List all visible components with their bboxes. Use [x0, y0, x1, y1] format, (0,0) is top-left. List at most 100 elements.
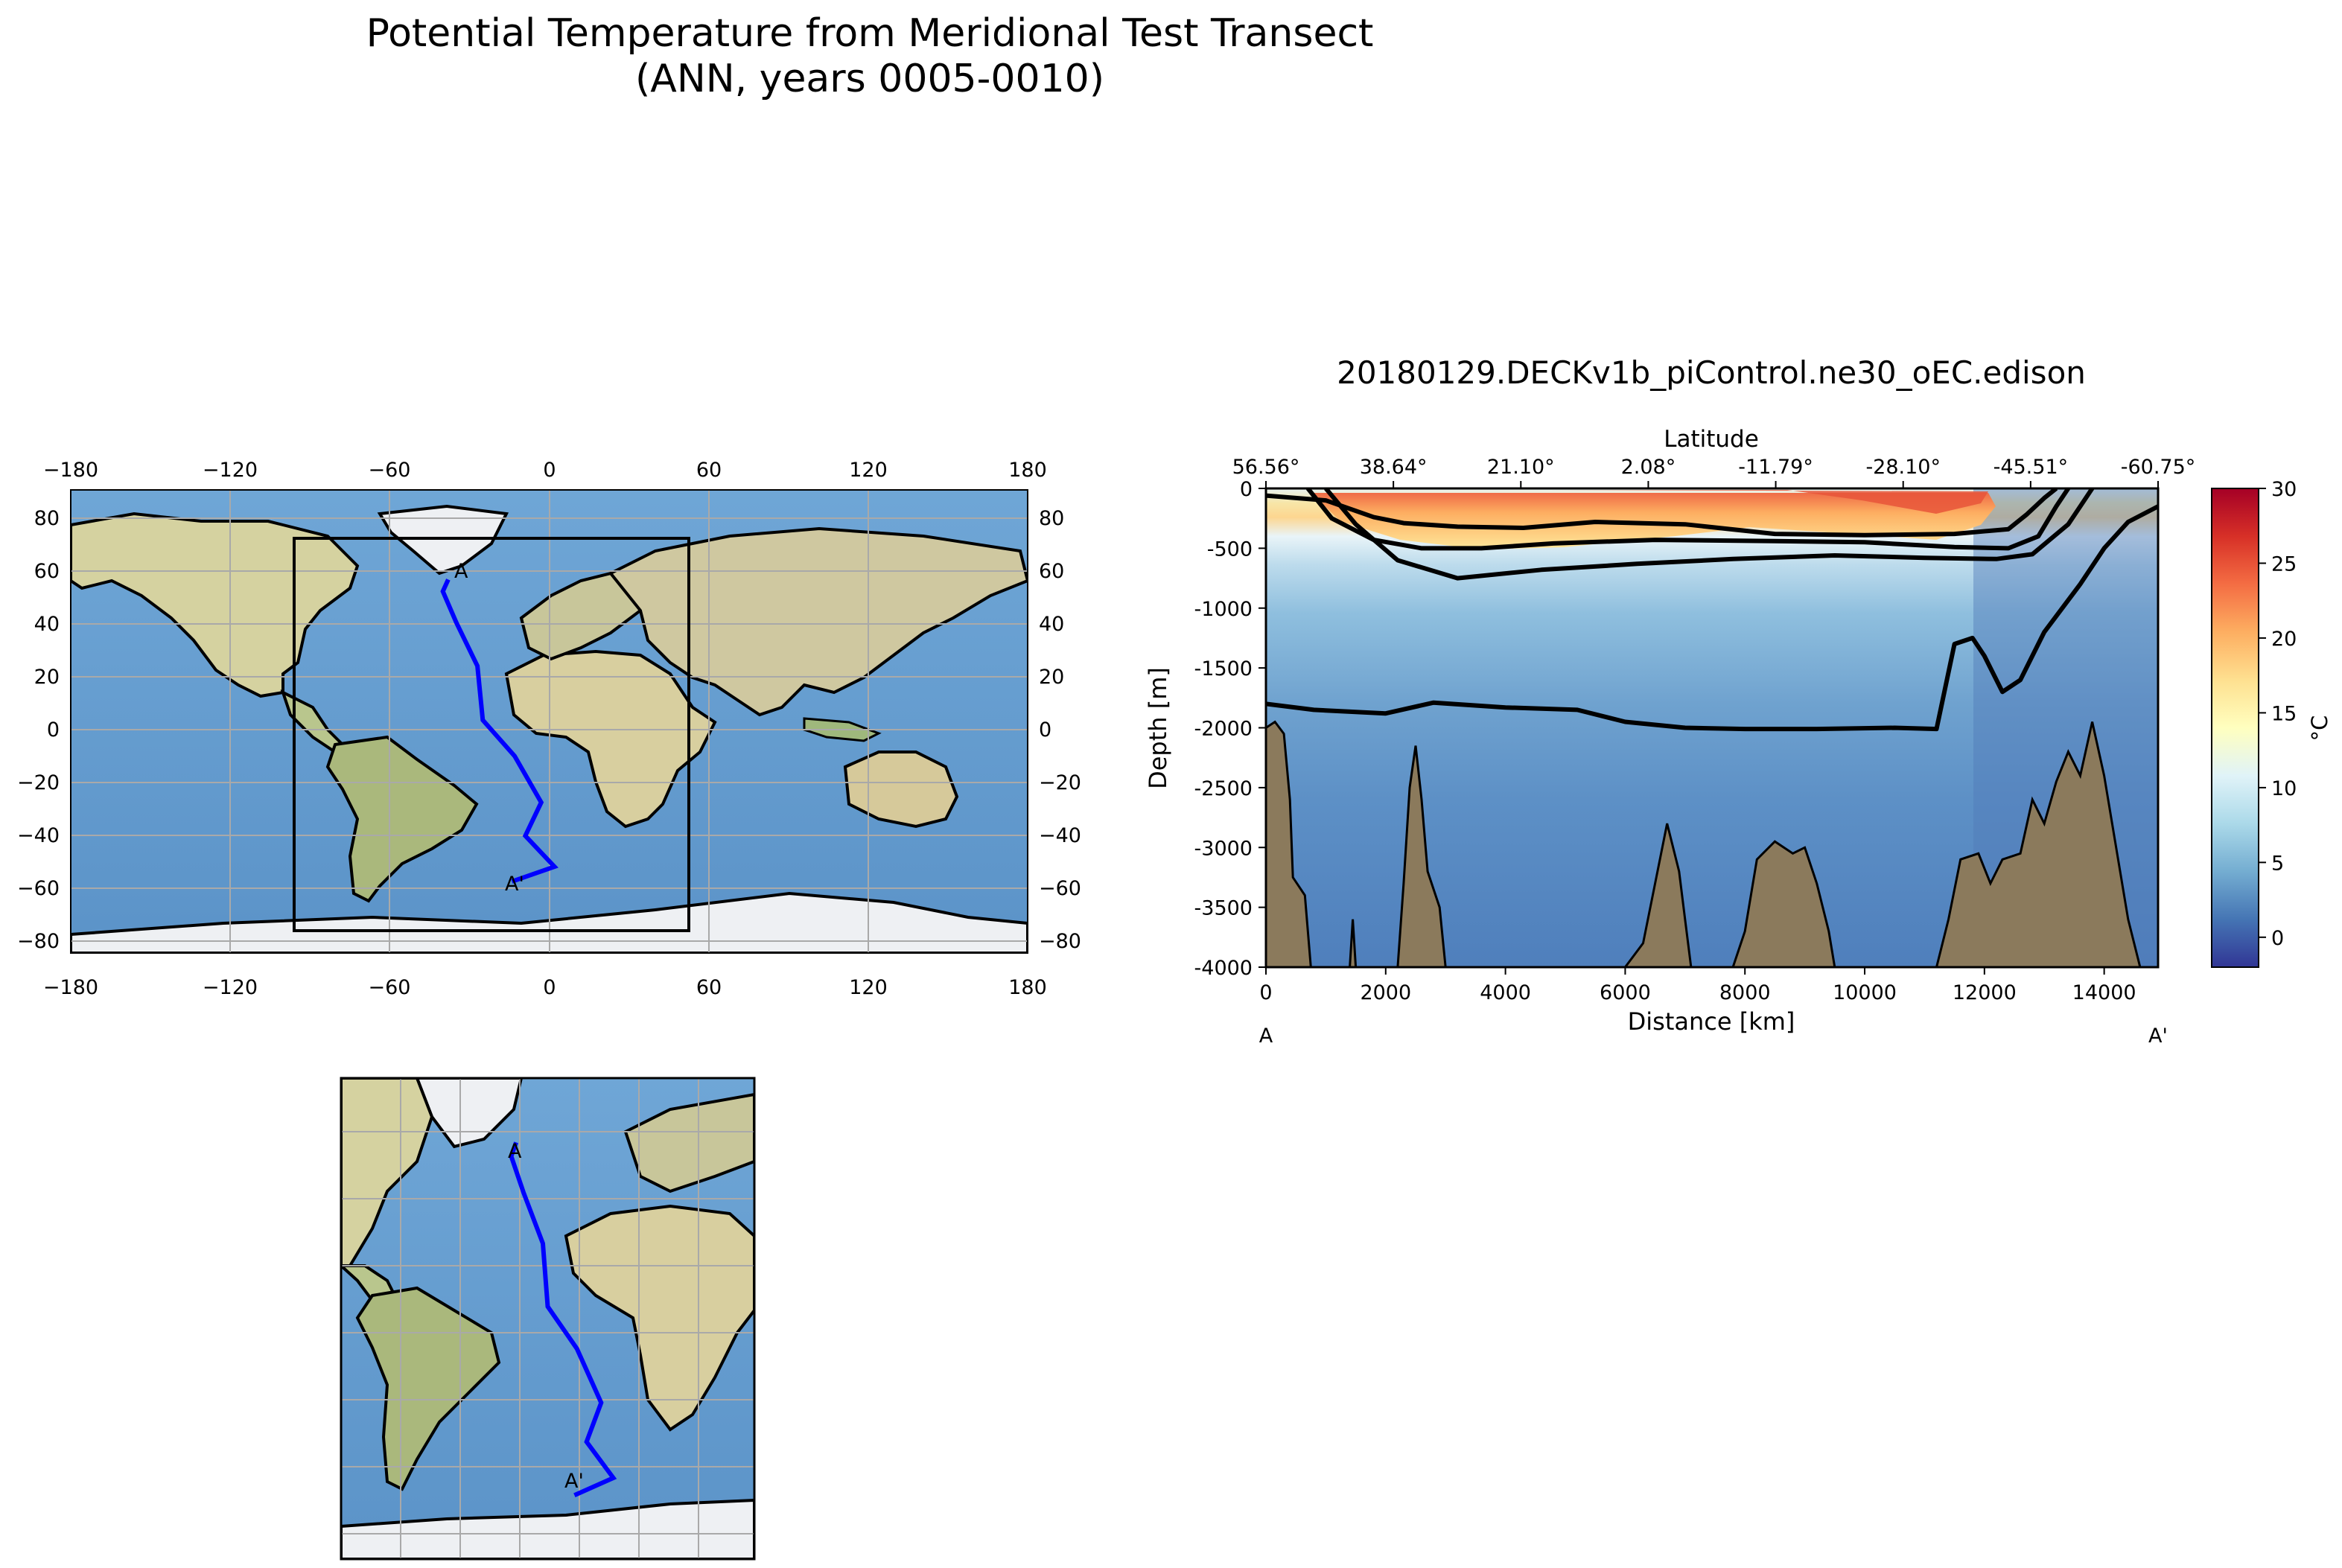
transect-line — [440, 579, 559, 884]
lon-tick-bottom: 120 — [849, 976, 888, 999]
map-frame — [70, 489, 1028, 954]
inset-south-america — [355, 1286, 501, 1491]
depth-ticks: 0 -500 -1000 -1500 -2000 -2500 -3000 -3500 -4000 — [1194, 478, 1266, 980]
colorbar — [2211, 488, 2259, 968]
lon-tick-top: 180 — [1008, 459, 1047, 482]
y-tick-label: 0 — [1240, 478, 1253, 501]
x-tick-label: 4000 — [1480, 981, 1531, 1004]
map-gridlines — [71, 490, 1028, 953]
y-tick-label: -2500 — [1194, 777, 1253, 800]
region-box — [293, 537, 690, 932]
lon-ticks: −180 −120 −60 0 60 120 180 −180 −120 −60… — [43, 459, 1047, 999]
lat-tick-left: 20 — [34, 666, 60, 689]
lon-tick-bottom: 0 — [543, 976, 556, 999]
figure-title-line1: Potential Temperature from Meridional Te… — [366, 11, 1374, 56]
lat-tick-right: −40 — [1039, 824, 1081, 847]
lon-tick-top: 60 — [696, 459, 722, 482]
transect-section-chart: 20180129.DECKv1b_piControl.ne30_oEC.edis… — [1144, 354, 2332, 1048]
lat-tick-left: 80 — [34, 507, 60, 530]
lat-tick-label: -60.75° — [2121, 456, 2196, 479]
x-tick-label: 10000 — [1833, 981, 1897, 1004]
south-america — [325, 735, 479, 903]
inset-europe — [623, 1092, 754, 1193]
x-tick-label: 0 — [1259, 981, 1272, 1004]
lat-tick-label: 56.56° — [1232, 456, 1300, 479]
y-axis-label: Depth [m] — [1144, 667, 1172, 789]
lat-tick-label: 2.08° — [1621, 456, 1676, 479]
section-end-label: A' — [2148, 1024, 2168, 1048]
lat-tick-right: 20 — [1039, 666, 1064, 689]
australia — [843, 750, 959, 829]
lon-tick-bottom: −120 — [203, 976, 258, 999]
x-axis-label: Distance [km] — [1628, 1007, 1795, 1036]
global-map: A A' −180 −120 −60 0 60 120 180 −180 −12… — [17, 459, 1081, 999]
contour-line — [1305, 488, 2070, 551]
lon-tick-top: −120 — [203, 459, 258, 482]
x-tick-label: 8000 — [1719, 981, 1771, 1004]
y-tick-label: -1000 — [1194, 598, 1253, 621]
colorbar-tick-label: 0 — [2271, 927, 2284, 950]
isotherm-contours — [1266, 488, 2158, 732]
y-tick-label: -2000 — [1194, 718, 1253, 741]
colorbar-tick-label: 10 — [2271, 777, 2297, 800]
lon-tick-bottom: 180 — [1008, 976, 1047, 999]
inset-map: A A' — [340, 1077, 756, 1561]
colorbar-tick-label: 25 — [2271, 552, 2297, 576]
y-tick-label: -3000 — [1194, 837, 1253, 860]
colorbar-tick-label: 5 — [2271, 852, 2284, 875]
y-tick-label: -4000 — [1194, 957, 1253, 980]
inset-africa — [564, 1204, 754, 1432]
y-tick-label: -3500 — [1194, 897, 1253, 920]
colorbar-ticks: 30 25 20 15 10 5 0 — [2259, 478, 2297, 950]
transect-start-label: A — [454, 560, 468, 583]
lon-tick-top: 0 — [543, 459, 556, 482]
colorbar-label: °C — [2307, 716, 2332, 742]
contour-line — [1266, 504, 2158, 732]
inset-antarctica — [341, 1498, 754, 1559]
inset-gridlines — [341, 1078, 754, 1559]
inset-frame — [340, 1077, 756, 1561]
lat-tick-label: -45.51° — [1993, 456, 2069, 479]
distance-ticks: 0 2000 4000 6000 8000 10000 12000 14000 — [1259, 967, 2136, 1004]
lat-tick-left: −60 — [17, 877, 60, 900]
lat-tick-left: −40 — [17, 824, 60, 847]
inset-start-label: A — [508, 1140, 522, 1163]
contour-line — [1266, 488, 2058, 538]
lat-tick-right: −20 — [1039, 771, 1081, 794]
figure-title-line2: (ANN, years 0005-0010) — [635, 57, 1104, 101]
lat-tick-right: −80 — [1039, 930, 1081, 953]
warm-upper-layer — [1311, 493, 1996, 549]
lat-tick-label: -28.10° — [1865, 456, 1941, 479]
y-tick-label: -500 — [1207, 538, 1253, 561]
lat-tick-right: 80 — [1039, 507, 1064, 530]
x-tick-label: 6000 — [1600, 981, 1651, 1004]
lat-tick-label: -11.79° — [1738, 456, 1813, 479]
lon-tick-bottom: −180 — [43, 976, 98, 999]
lat-tick-right: 40 — [1039, 613, 1064, 636]
x-tick-label: 14000 — [2072, 981, 2136, 1004]
contour-line — [1324, 488, 2095, 581]
lat-tick-right: −60 — [1039, 877, 1081, 900]
lat-tick-label: 38.64° — [1360, 456, 1428, 479]
lon-tick-top: 120 — [849, 459, 888, 482]
lon-tick-top: −60 — [369, 459, 411, 482]
lat-tick-left: 40 — [34, 613, 60, 636]
lat-tick-left: 60 — [34, 560, 60, 583]
transect-end-label: A' — [505, 873, 524, 896]
lat-tick-left: −20 — [17, 771, 60, 794]
colorbar-tick-label: 15 — [2271, 702, 2297, 725]
lon-tick-bottom: −60 — [369, 976, 411, 999]
section-plot-area — [1266, 488, 2158, 967]
inset-end-label: A' — [564, 1470, 584, 1493]
x-tick-label: 2000 — [1360, 981, 1411, 1004]
lon-tick-bottom: 60 — [696, 976, 722, 999]
latitude-axis-label: Latitude — [1664, 426, 1759, 453]
colorbar-tick-label: 20 — [2271, 628, 2297, 651]
y-tick-label: -1500 — [1194, 657, 1253, 681]
north-america — [71, 511, 360, 698]
lat-tick-right: 0 — [1039, 718, 1051, 742]
lat-tick-right: 60 — [1039, 560, 1064, 583]
latitude-ticks: 56.56° 38.64° 21.10° 2.08° -11.79° -28.10° -45… — [1232, 456, 2196, 488]
lat-tick-left: 0 — [47, 718, 60, 742]
